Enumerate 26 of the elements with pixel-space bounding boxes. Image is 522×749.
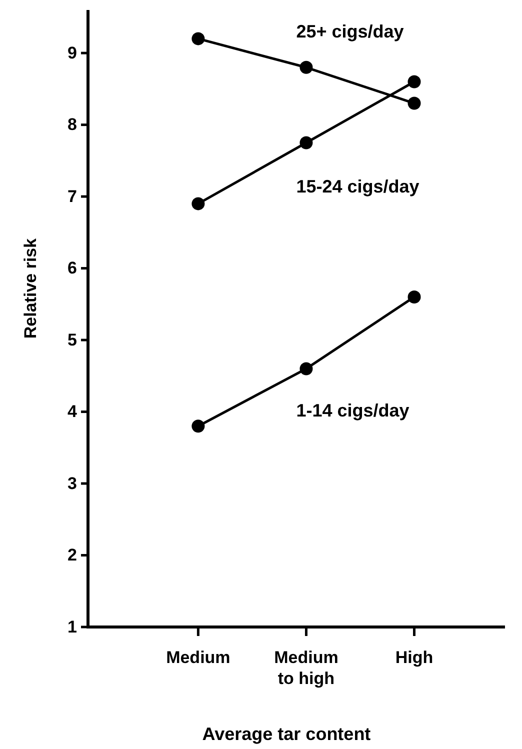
x-tick-label: Medium [166, 648, 230, 667]
y-tick-label: 8 [68, 115, 77, 134]
point [408, 290, 421, 304]
point [408, 75, 421, 88]
point [300, 362, 313, 376]
y-tick-label: 9 [68, 43, 77, 62]
x-axis-title: Average tar content [202, 724, 371, 744]
point [300, 60, 313, 74]
y-tick-label: 2 [68, 546, 77, 565]
y-tick-label: 4 [68, 402, 78, 422]
series-label: 1-14 cigs/day [296, 400, 410, 421]
series-label: 25+ cigs/day [296, 21, 404, 42]
point [192, 197, 205, 210]
x-tick-label: Medium to high [274, 648, 338, 688]
point [192, 420, 205, 433]
y-tick-label: 1 [68, 617, 77, 636]
y-axis-title: Relative risk [21, 238, 40, 339]
point [408, 96, 421, 110]
y-tick-label: 5 [68, 330, 77, 350]
point [300, 136, 313, 150]
x-tick-label: High [395, 648, 434, 667]
series-label: 15-24 cigs/day [296, 176, 420, 197]
y-tick-label: 3 [68, 474, 77, 493]
point [192, 32, 205, 46]
y-tick-label: 6 [68, 258, 77, 278]
y-tick-label: 7 [68, 186, 77, 206]
